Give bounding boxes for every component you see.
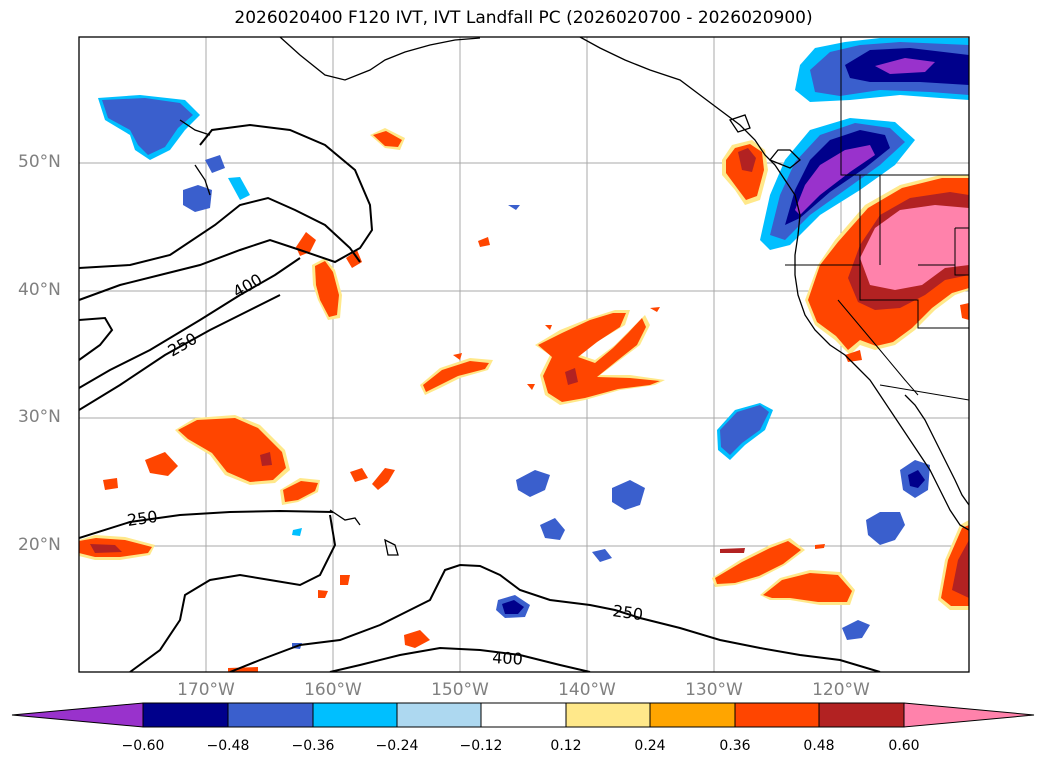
state-borders — [785, 37, 969, 401]
colorbar-cell — [734, 702, 820, 728]
lon-label: 130°W — [685, 680, 743, 700]
colorbar-tick-label: 0.24 — [634, 738, 666, 754]
contour-label: 250 — [126, 507, 159, 530]
colorbar — [11, 702, 1035, 728]
colorbar-cell — [396, 702, 482, 728]
ivt-contours — [79, 123, 881, 672]
lat-label: 20°N — [18, 535, 61, 555]
lon-label: 170°W — [177, 680, 235, 700]
colorbar-cell — [565, 702, 651, 728]
colorbar-tick-label: −0.36 — [291, 738, 335, 754]
map-title: 2026020400 F120 IVT, IVT Landfall PC (20… — [234, 8, 813, 28]
colorbar-tick-label: −0.60 — [121, 738, 165, 754]
colorbar-cell — [649, 702, 736, 728]
coastlines — [179, 37, 969, 556]
plot-frame — [78, 36, 970, 673]
colorbar-cell — [142, 702, 229, 728]
colorbar-cell — [312, 702, 398, 728]
colorbar-tick-label: 0.48 — [803, 738, 835, 754]
negative-regions — [98, 38, 969, 649]
lon-label: 150°W — [431, 680, 489, 700]
colorbar-tick-label: −0.48 — [206, 738, 250, 754]
contour-label: 400 — [492, 648, 523, 669]
colorbar-tick-label: −0.24 — [375, 738, 419, 754]
colorbar-tick-label: −0.12 — [459, 738, 503, 754]
colorbar-extend-high — [903, 702, 1035, 728]
lon-label: 140°W — [558, 680, 616, 700]
contour-label: 400 — [230, 270, 266, 302]
colorbar-cell — [818, 702, 905, 728]
lat-label: 40°N — [18, 280, 61, 300]
contour-label: 250 — [611, 601, 644, 624]
contour-label: 250 — [165, 329, 201, 361]
colorbar-tick-label: 0.60 — [888, 738, 920, 754]
colorbar-tick-label: 0.12 — [550, 738, 582, 754]
colorbar-tick-label: 0.36 — [719, 738, 751, 754]
colorbar-cell — [480, 702, 567, 728]
colorbar-extend-low — [11, 702, 144, 728]
lat-label: 30°N — [18, 407, 61, 427]
lat-label: 50°N — [18, 152, 61, 172]
map-plot-area — [79, 37, 969, 672]
lon-label: 120°W — [812, 680, 870, 700]
lon-label: 160°W — [304, 680, 362, 700]
colorbar-cell — [227, 702, 314, 728]
